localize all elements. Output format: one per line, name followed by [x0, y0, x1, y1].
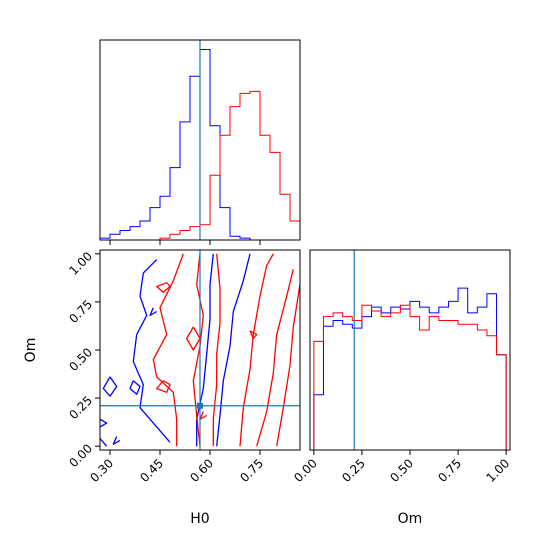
om-marginal-histogram-panel: 0.00 0.25 0.50 0.75 1.00	[291, 249, 512, 485]
contour-series-0-line-7	[112, 436, 121, 445]
contour-x-tick-label-0: 0.30	[87, 456, 116, 485]
contour-series-1-line-2	[212, 253, 221, 447]
h0-histogram-series-1	[100, 90, 300, 240]
h0-histogram-series-0	[100, 49, 300, 240]
h0-histogram-plot-area	[100, 40, 300, 240]
contour-y-tick-label-2: 0.50	[66, 345, 95, 374]
h0-marginal-histogram-panel	[99, 39, 301, 245]
contour-series-0-line-8	[149, 307, 158, 317]
contour-x-tick-label-2: 0.60	[187, 456, 216, 485]
h0-histogram-frame	[99, 39, 301, 241]
om-histogram-x-tick-label-4: 1.00	[483, 456, 512, 485]
om-histogram-x-tick-label-2: 0.50	[387, 456, 416, 485]
contour-y-tick-label-0: 0.00	[66, 441, 95, 470]
contour-series-0-line-3	[100, 438, 108, 447]
contour-series-0-line-6	[129, 380, 141, 395]
om-histogram-frame	[309, 249, 511, 451]
contour-y-tick-label-1: 0.25	[66, 393, 95, 422]
x-axis-label-h0: H0	[190, 511, 209, 527]
contour-series-0-line-4	[100, 418, 108, 428]
contour-series-1-line-3	[239, 253, 274, 447]
contour-series-1-line-0	[152, 253, 184, 447]
contour-plot-area	[100, 250, 300, 450]
contour-series-1-line-5	[276, 284, 300, 447]
contour-series-1-line-1	[192, 253, 204, 447]
contour-series-1-line-6	[156, 282, 171, 293]
h0-om-contour-panel: 0.30 0.45 0.60 0.75 0.00 0.25 0.50 0.75 1.00	[66, 249, 301, 485]
contour-y-tick-label-3: 0.75	[66, 297, 95, 326]
om-histogram-x-tick-label-0: 0.00	[291, 456, 320, 485]
contour-series-1-line-9	[156, 380, 171, 393]
contour-series-0-line-0	[132, 259, 171, 443]
contour-x-tick-label-3: 0.75	[237, 456, 266, 485]
contour-x-tick-label-1: 0.45	[137, 456, 166, 485]
om-histogram-x-tick-label-3: 0.75	[435, 456, 464, 485]
x-axis-label-om: Om	[398, 511, 423, 527]
contour-series-1-line-7	[186, 326, 201, 351]
om-histogram-plot-area	[313, 250, 507, 450]
contour-series-1-line-4	[256, 269, 294, 447]
contour-y-tick-label-4: 1.00	[66, 249, 95, 278]
contour-series-0-line-2	[216, 253, 251, 447]
contour-series-1-line-8	[249, 330, 258, 340]
contour-series-1-line-10	[199, 411, 208, 420]
contour-truth-point	[197, 402, 203, 409]
om-histogram-series-1	[313, 304, 507, 450]
y-axis-label-om: Om	[23, 338, 39, 363]
contour-series-0-line-5	[102, 376, 118, 397]
om-histogram-x-tick-label-1: 0.25	[339, 456, 368, 485]
